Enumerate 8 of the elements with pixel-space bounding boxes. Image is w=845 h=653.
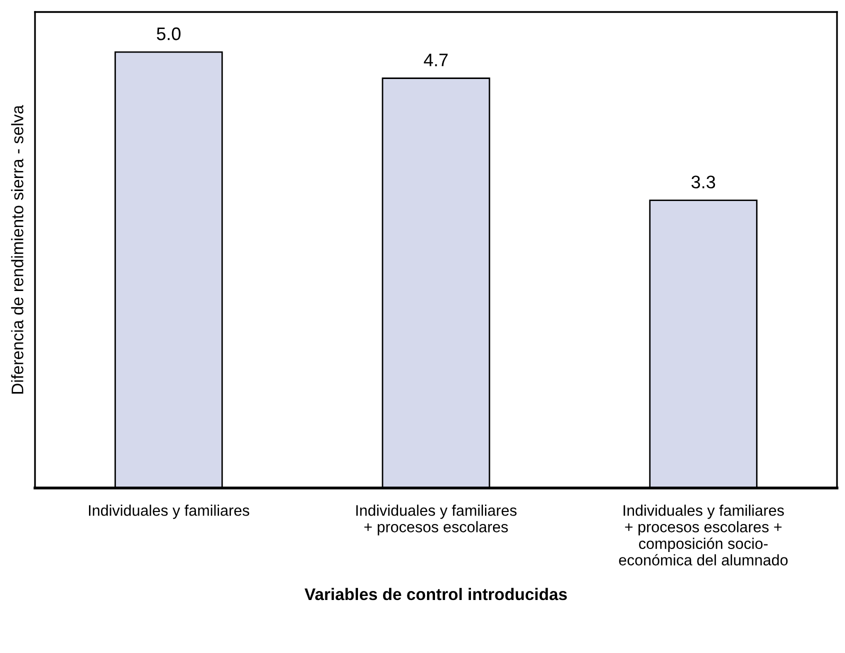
data-label: 4.7: [424, 54, 448, 66]
y-axis-title: Diferencia de rendimiento sierra - selva: [11, 105, 24, 394]
x-axis-title: Variables de control introducidas: [304, 588, 567, 600]
x-tick-label: Individuales y familiares + procesos escolares: [356, 504, 517, 536]
data-label: 5.0: [156, 27, 181, 40]
x-tick-label: Individuales y familiares: [88, 504, 250, 519]
data-label: 3.3: [691, 176, 716, 188]
x-tick-label: Individuales y familiares + procesos escolares + composición socio- económica del alumnado: [619, 504, 788, 566]
